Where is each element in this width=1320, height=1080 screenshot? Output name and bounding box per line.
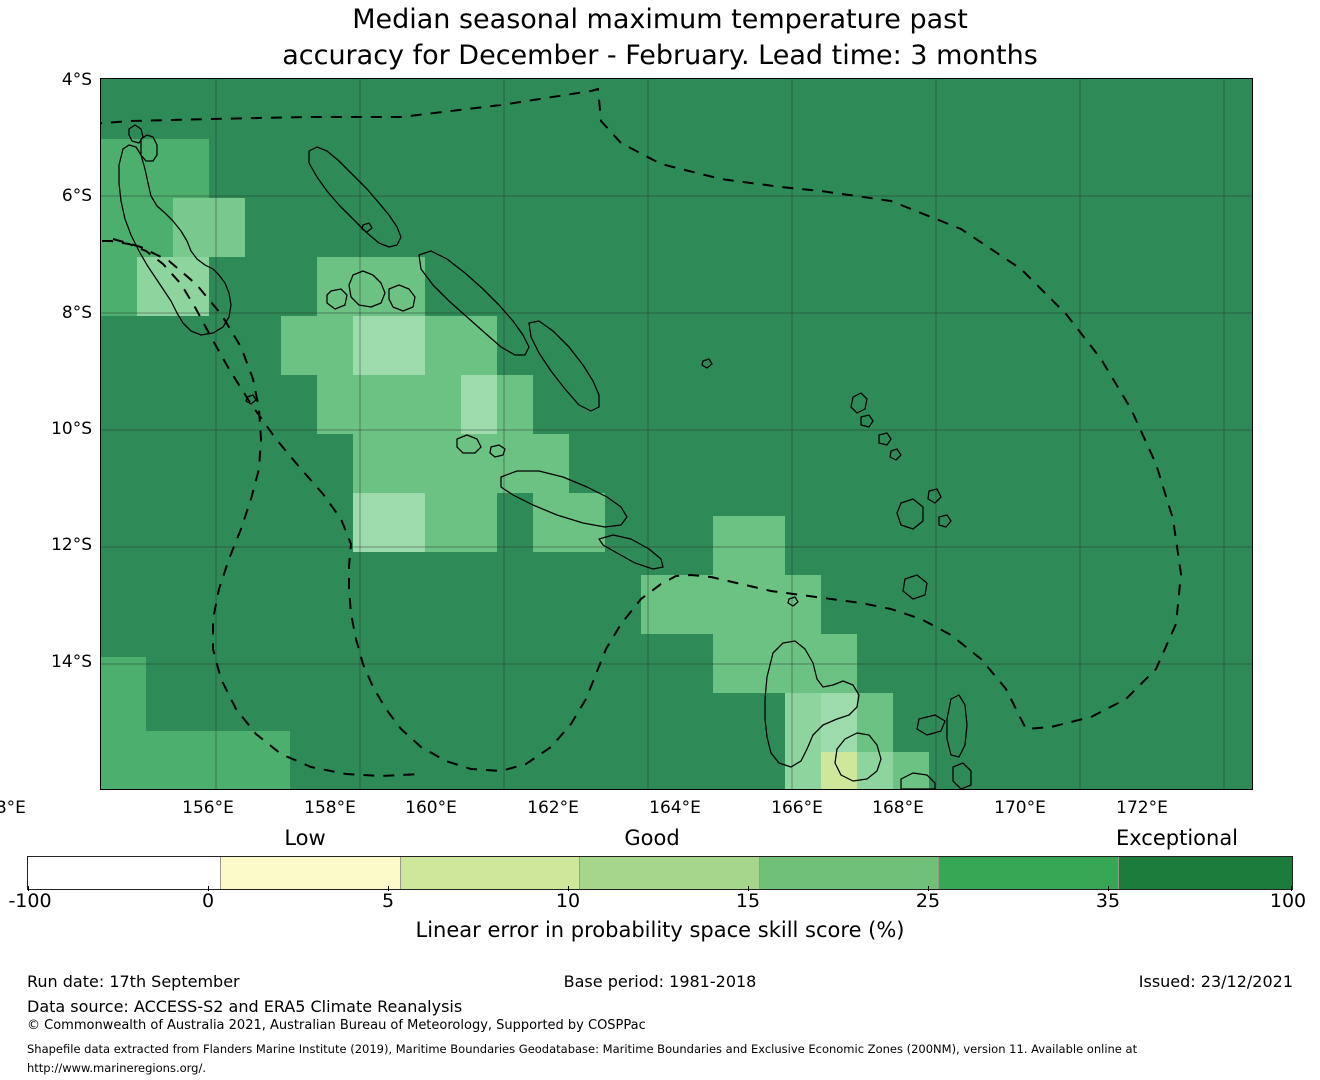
colorbar-segment-5-10 (400, 857, 581, 889)
x-axis-tick-168E: 168°E (872, 798, 924, 818)
y-axis-tick-6S: 6°S (61, 186, 92, 206)
x-axis-tick-172E: 172°E (1116, 798, 1168, 818)
x-axis-tick-158E: 158°E (0, 798, 26, 818)
colorbar-segment-10-15 (580, 857, 760, 889)
colorbar-label-low: Low (284, 826, 326, 850)
colorbar-tick-35: 35 (1095, 890, 1121, 912)
x-axis-tick-160E: 160°E (405, 798, 457, 818)
x-axis-tick-164E: 164°E (649, 798, 701, 818)
colorbar-tick-5: 5 (381, 890, 395, 912)
y-axis-tick-14S: 14°S (51, 652, 92, 672)
colorbar-tick-neg100: -100 (8, 890, 52, 912)
colorbar-axis-label: Linear error in probability space skill … (415, 918, 905, 942)
colorbar-category-labels: Low Good Exceptional (0, 826, 1320, 854)
colorbar-segment-35-100 (1118, 857, 1292, 889)
x-axis-tick-156E: 156°E (182, 798, 234, 818)
colorbar-segment-neg100-0 (28, 857, 222, 889)
y-axis-tick-4S: 4°S (61, 70, 92, 90)
colorbar-label-good: Good (624, 826, 680, 850)
x-axis-tick-166E: 166°E (771, 798, 823, 818)
chart-title: Median seasonal maximum temperature past… (0, 2, 1320, 74)
y-axis-tick-10S: 10°S (51, 419, 92, 439)
x-axis-tick-170E: 170°E (994, 798, 1046, 818)
footer-shapefile-note-line2: http://www.marineregions.org/. (27, 1061, 206, 1075)
footer-run-date: Run date: 17th September (27, 972, 240, 991)
skill-cells (101, 139, 929, 789)
map-svg (101, 79, 1252, 789)
x-axis-tick-162E: 162°E (527, 798, 579, 818)
colorbar-tick-100: 100 (1269, 890, 1307, 912)
footer-shapefile-note-line1: Shapefile data extracted from Flanders M… (27, 1042, 1138, 1056)
map-panel[interactable] (100, 78, 1253, 790)
colorbar-tick-10: 10 (555, 890, 581, 912)
colorbar-tick-0: 0 (201, 890, 215, 912)
y-axis-tick-8S: 8°S (61, 303, 92, 323)
footer-issued: Issued: 23/12/2021 (1138, 972, 1293, 991)
chart-title-line2: accuracy for December - February. Lead t… (282, 40, 1038, 71)
chart-title-line1: Median seasonal maximum temperature past (352, 4, 968, 35)
coastlines (118, 124, 972, 789)
map-gridlines (101, 79, 1252, 789)
colorbar-segment-15-25 (759, 857, 940, 889)
footer-base-period: Base period: 1981-2018 (563, 972, 757, 991)
footer-copyright: © Commonwealth of Australia 2021, Austra… (27, 1018, 646, 1033)
eez-boundary-inner (112, 238, 422, 778)
colorbar-segment-0-5 (221, 857, 401, 889)
colorbar-label-exceptional: Exceptional (1115, 826, 1239, 850)
colorbar[interactable] (27, 856, 1293, 890)
footer: Run date: 17th September Base period: 19… (0, 972, 1320, 1080)
y-axis-tick-12S: 12°S (51, 535, 92, 555)
x-axis-tick-158E-2: 158°E (304, 798, 356, 818)
footer-data-source: Data source: ACCESS-S2 and ERA5 Climate … (27, 997, 463, 1016)
map-raster[interactable] (100, 78, 1253, 790)
colorbar-segment-25-35 (939, 857, 1119, 889)
colorbar-tick-15: 15 (735, 890, 761, 912)
colorbar-tick-labels: -100 0 5 10 15 25 35 100 (0, 886, 1320, 916)
colorbar-tick-25: 25 (915, 890, 941, 912)
